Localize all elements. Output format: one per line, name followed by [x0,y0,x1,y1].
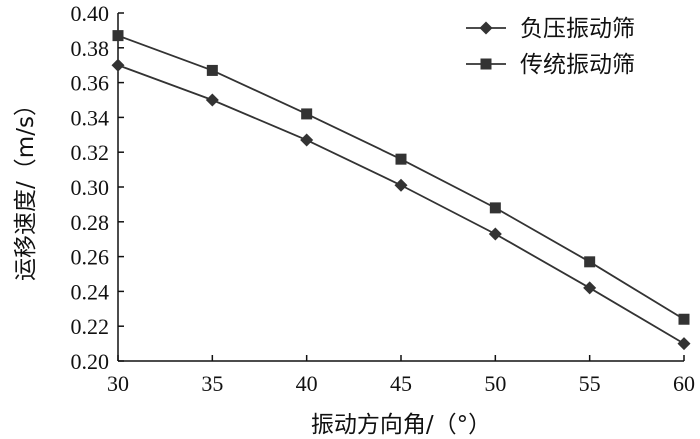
y-tick-label: 0.28 [71,210,110,235]
series-layer [111,30,691,351]
y-tick-label: 0.24 [71,279,110,304]
square-marker [489,202,501,214]
legend-item: 传统振动筛 [466,52,635,78]
y-tick-label: 0.36 [71,71,110,96]
square-marker [112,30,124,42]
x-tick-label: 45 [390,371,412,396]
series-line [117,64,685,345]
legend-label: 传统振动筛 [520,52,635,78]
y-tick-label: 0.26 [71,245,110,270]
x-axis-label: 振动方向角/（°） [311,412,491,438]
y-tick-label: 0.22 [71,314,110,339]
diamond-marker [488,227,502,241]
square-marker [301,108,313,120]
square-marker [206,64,218,76]
x-tick-label: 60 [673,371,695,396]
series-1 [111,58,691,351]
y-axis-ticks: 0.20 0.22 0.24 0.26 0.28 0.30 0.32 0.34 0.36 0.38… [71,1,124,374]
y-tick-label: 0.38 [71,36,110,61]
diamond-marker [300,133,314,147]
y-tick-label: 0.34 [71,105,110,130]
y-axis-label: 运移速度/（m/s） [13,93,39,281]
square-marker [678,313,690,325]
diamond-marker [205,93,219,107]
square-marker [584,256,596,268]
x-tick-label: 35 [201,371,223,396]
y-tick-label: 0.40 [71,1,110,26]
square-marker [480,58,492,70]
x-axis-ticks: 30 35 40 45 50 55 60 [107,355,695,396]
series-2 [112,30,690,325]
diamond-marker [677,337,691,351]
diamond-marker [111,58,125,72]
x-tick-label: 30 [107,371,129,396]
x-tick-label: 50 [484,371,506,396]
diamond-marker [394,178,408,192]
y-tick-label: 0.30 [71,175,110,200]
legend-label: 负压振动筛 [520,16,635,42]
x-tick-label: 40 [296,371,318,396]
x-tick-label: 55 [579,371,601,396]
y-tick-label: 0.20 [71,349,110,374]
legend-item: 负压振动筛 [466,16,635,42]
diamond-marker [479,21,493,35]
diamond-marker [583,281,597,295]
square-marker [395,153,407,165]
y-tick-label: 0.32 [71,140,110,165]
series-line [117,34,685,321]
